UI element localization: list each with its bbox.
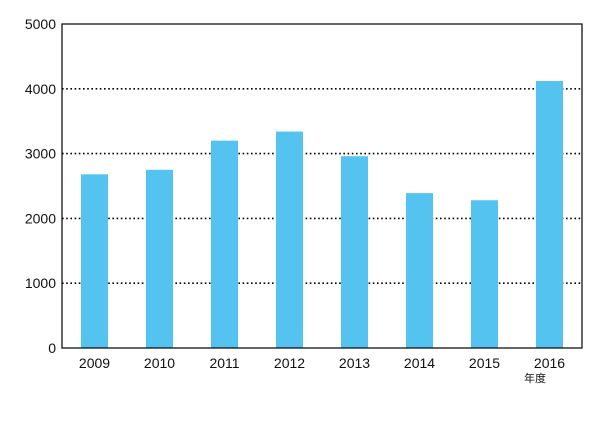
x-tick-label: 2009: [79, 355, 110, 371]
x-tick-label: 2014: [404, 355, 435, 371]
x-tick-label: 2010: [144, 355, 175, 371]
x-axis-unit-label: 年度: [524, 371, 546, 385]
bars: [81, 81, 563, 349]
bar: [406, 193, 433, 348]
bar: [211, 140, 238, 348]
x-axis-ticks: 2009 2010 2011 2012 2013 2014 2015 2016: [79, 355, 565, 371]
plot-area: [62, 24, 582, 348]
bar: [536, 81, 563, 349]
y-tick-label: 0: [48, 340, 56, 356]
bar: [341, 156, 368, 348]
x-tick-label: 2011: [209, 355, 239, 371]
x-tick-label: 2016: [534, 355, 565, 371]
bar: [276, 131, 303, 348]
bar: [81, 174, 108, 348]
bar: [146, 169, 173, 348]
bar: [471, 200, 498, 348]
y-tick-label: 4000: [25, 81, 56, 97]
y-axis-ticks: 0 1000 2000 3000 4000 5000: [25, 16, 56, 356]
y-tick-label: 1000: [25, 275, 56, 291]
x-tick-label: 2012: [274, 355, 305, 371]
y-tick-label: 5000: [25, 16, 56, 32]
x-tick-label: 2015: [469, 355, 500, 371]
x-tick-label: 2013: [339, 355, 370, 371]
y-tick-label: 3000: [25, 146, 56, 162]
plot-frame: [61, 23, 583, 349]
y-tick-label: 2000: [25, 210, 56, 226]
